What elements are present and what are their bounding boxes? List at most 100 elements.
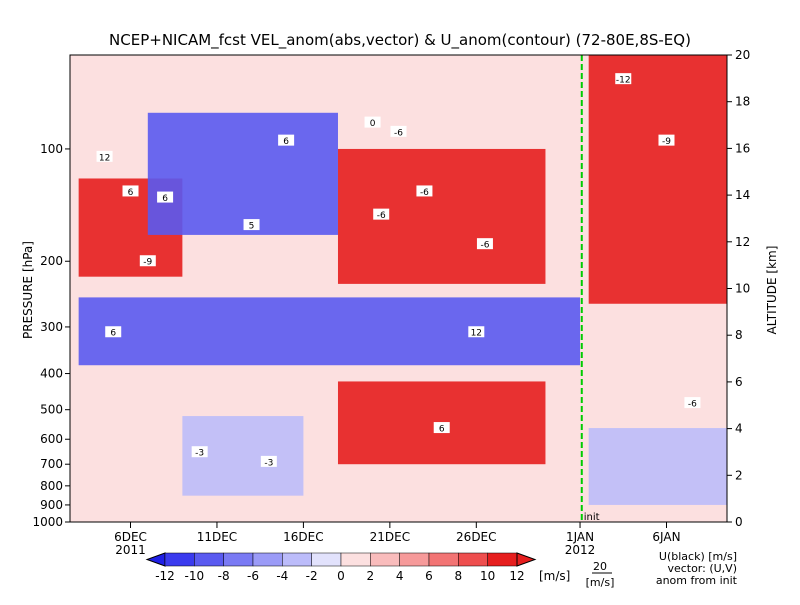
contour-label-box [416,185,433,197]
contour-label-box [468,326,485,338]
colorbar-cell [340,552,371,567]
chart-title: NCEP+NICAM_fcst VEL_anom(abs,vector) & U… [109,31,691,50]
x-tick-label: 6JAN [652,530,680,544]
vector-scale-unit: [m/s] [586,576,615,589]
contour-label-box [373,208,390,220]
colorbar-label: 8 [455,569,463,583]
colorbar-cell [164,552,195,567]
anomaly-band [337,148,546,284]
y2-tick-label: 10 [735,282,750,296]
y2-tick-label: 8 [735,328,743,342]
colorbar-cell [428,552,459,567]
colorbar-cell [487,552,518,567]
contour-label-box [684,397,701,409]
contour-label-box [105,326,122,338]
legend-note-line: anom from init [656,574,738,587]
y-tick-label: 800 [40,479,63,493]
colorbar-label: 12 [509,569,524,583]
colorbar-cell [223,552,254,567]
x-tick-label: 11DEC [197,530,237,544]
contour-label: -6 [377,211,386,221]
contour-label: -9 [662,137,671,147]
contour-label-box [157,191,174,203]
contour-label-box [364,116,381,128]
y2-tick-label: 16 [735,141,750,155]
x-tick-label: 21DEC [370,530,410,544]
colorbar-label: 10 [480,569,495,583]
contour-label-box [615,73,632,85]
contour-label: 5 [249,222,255,232]
colorbar-cell [252,552,283,567]
x-tick-label: 6DEC [114,530,147,544]
contour-label: -9 [143,258,152,268]
plot-area: init 12 6 6 6 5 0 -6 -6 -6 -6 -12 -9 -9 12 6 6 -3 -3 -6 [69,54,728,523]
contour-label-box [658,134,675,146]
contour-label-box [390,125,407,137]
contour-label: 6 [439,425,445,435]
colorbar-label: -8 [218,569,230,583]
y-tick-label: 1000 [32,515,63,529]
colorbar-cell [311,552,342,567]
y-tick-label: 400 [40,367,63,381]
y2-tick-label: 14 [735,188,750,202]
colorbar: -12 -10 -8 -6 -4 -2 0 2 4 6 8 10 12 [m/s] [145,552,570,583]
contour-label: -3 [195,449,204,459]
contour-label: -12 [616,76,631,86]
y-tick-label: 300 [40,320,63,334]
contour-label-box [278,134,295,146]
anomaly-band [147,112,338,235]
contour-label: 6 [128,188,134,198]
contour-label: -3 [264,458,273,468]
contour-label: 6 [162,194,168,204]
colorbar-cell [399,552,430,567]
legend-note: 20 [m/s] U(black) [m/s]vector: (U,V)anom f… [586,550,738,589]
legend-note-line: vector: (U,V) [667,562,737,575]
contour-label: 12 [99,153,110,163]
y-tick-label: 900 [40,498,63,512]
contour-label-box [191,446,208,458]
anomaly-band [588,55,727,304]
x-tick-label: 16DEC [283,530,323,544]
colorbar-label: -10 [185,569,205,583]
colorbar-label: 4 [396,569,404,583]
y2-tick-label: 0 [735,515,743,529]
vector-scale-value: 20 [593,560,607,573]
y-tick-label: 200 [40,254,63,268]
anomaly-band [588,428,727,505]
colorbar-label: -6 [247,569,259,583]
contour-labels: 12 6 6 6 5 0 -6 -6 -6 -6 -12 -9 -9 12 6 6 -3 -3 -6 [96,73,701,468]
contour-label-box [96,150,113,162]
contour-label-box [476,238,493,250]
y-tick-label: 500 [40,403,63,417]
contour-label-box [260,455,277,467]
colorbar-label: 2 [367,569,375,583]
y-tick-label: 600 [40,432,63,446]
colorbar-label: 0 [337,569,345,583]
contour-label-box [433,422,450,434]
colorbar-cell [458,552,488,567]
contour-label: -6 [394,128,403,138]
x-tick-label: 26DEC [456,530,496,544]
colorbar-label: -2 [306,569,318,583]
colorbar-arrow-high [516,552,537,567]
x-year-label: 2012 [565,543,596,557]
colorbar-cell [194,552,224,567]
x-tick-label: 1JAN [566,530,594,544]
contour-label: -6 [420,188,429,198]
colorbar-cell [282,552,312,567]
colorbar-label: -12 [155,569,175,583]
init-label: init [584,512,600,523]
y2-tick-label: 6 [735,375,743,389]
y-axis-label: PRESSURE [hPa] [21,241,35,339]
colorbar-cell [370,552,400,567]
contour-label: 6 [110,329,116,339]
contour-label: 0 [370,119,376,129]
y-tick-label: 700 [40,457,63,471]
colorbar-unit: [m/s] [539,569,570,583]
colorbar-label: 6 [425,569,433,583]
y-tick-label: 100 [40,142,63,156]
colorbar-arrow-low [145,552,166,567]
